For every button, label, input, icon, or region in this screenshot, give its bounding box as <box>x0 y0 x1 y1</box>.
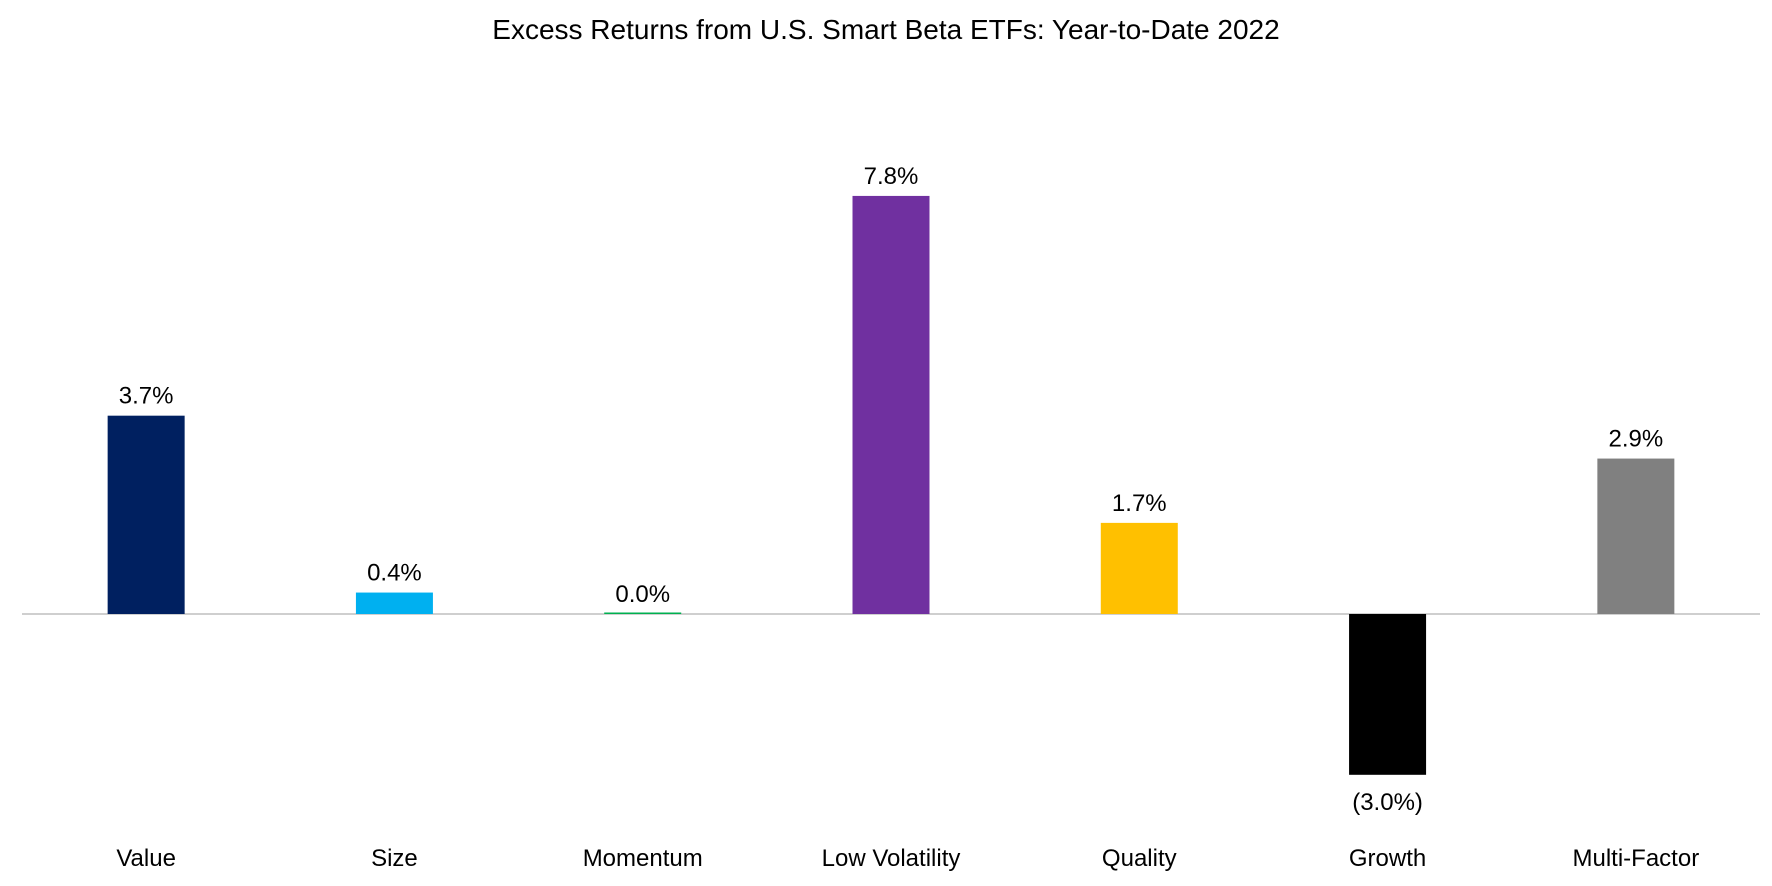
x-tick-label: Quality <box>1102 845 1177 872</box>
bar-multi-factor <box>1597 458 1675 614</box>
x-tick-label: Low Volatility <box>822 845 961 872</box>
x-tick-label: Value <box>116 845 176 872</box>
chart-title: Excess Returns from U.S. Smart Beta ETFs… <box>492 14 1280 45</box>
x-tick-label: Momentum <box>583 845 703 872</box>
bar-value <box>107 415 185 614</box>
data-label: 1.7% <box>1112 490 1167 517</box>
data-label: 2.9% <box>1609 426 1664 453</box>
bar-quality <box>1100 522 1178 614</box>
bar-low-volatility <box>852 195 930 615</box>
bar-momentum <box>604 612 682 614</box>
x-tick-label: Size <box>371 845 418 872</box>
bar-growth <box>1349 614 1427 775</box>
x-tick-label: Growth <box>1349 845 1426 872</box>
data-label: 0.4% <box>367 560 422 587</box>
data-label: 0.0% <box>615 581 670 608</box>
data-label: 3.7% <box>119 383 174 410</box>
data-label: 7.8% <box>864 163 919 190</box>
x-tick-label: Multi-Factor <box>1573 845 1700 872</box>
data-label: (3.0%) <box>1352 789 1423 816</box>
bar-size <box>355 592 433 614</box>
